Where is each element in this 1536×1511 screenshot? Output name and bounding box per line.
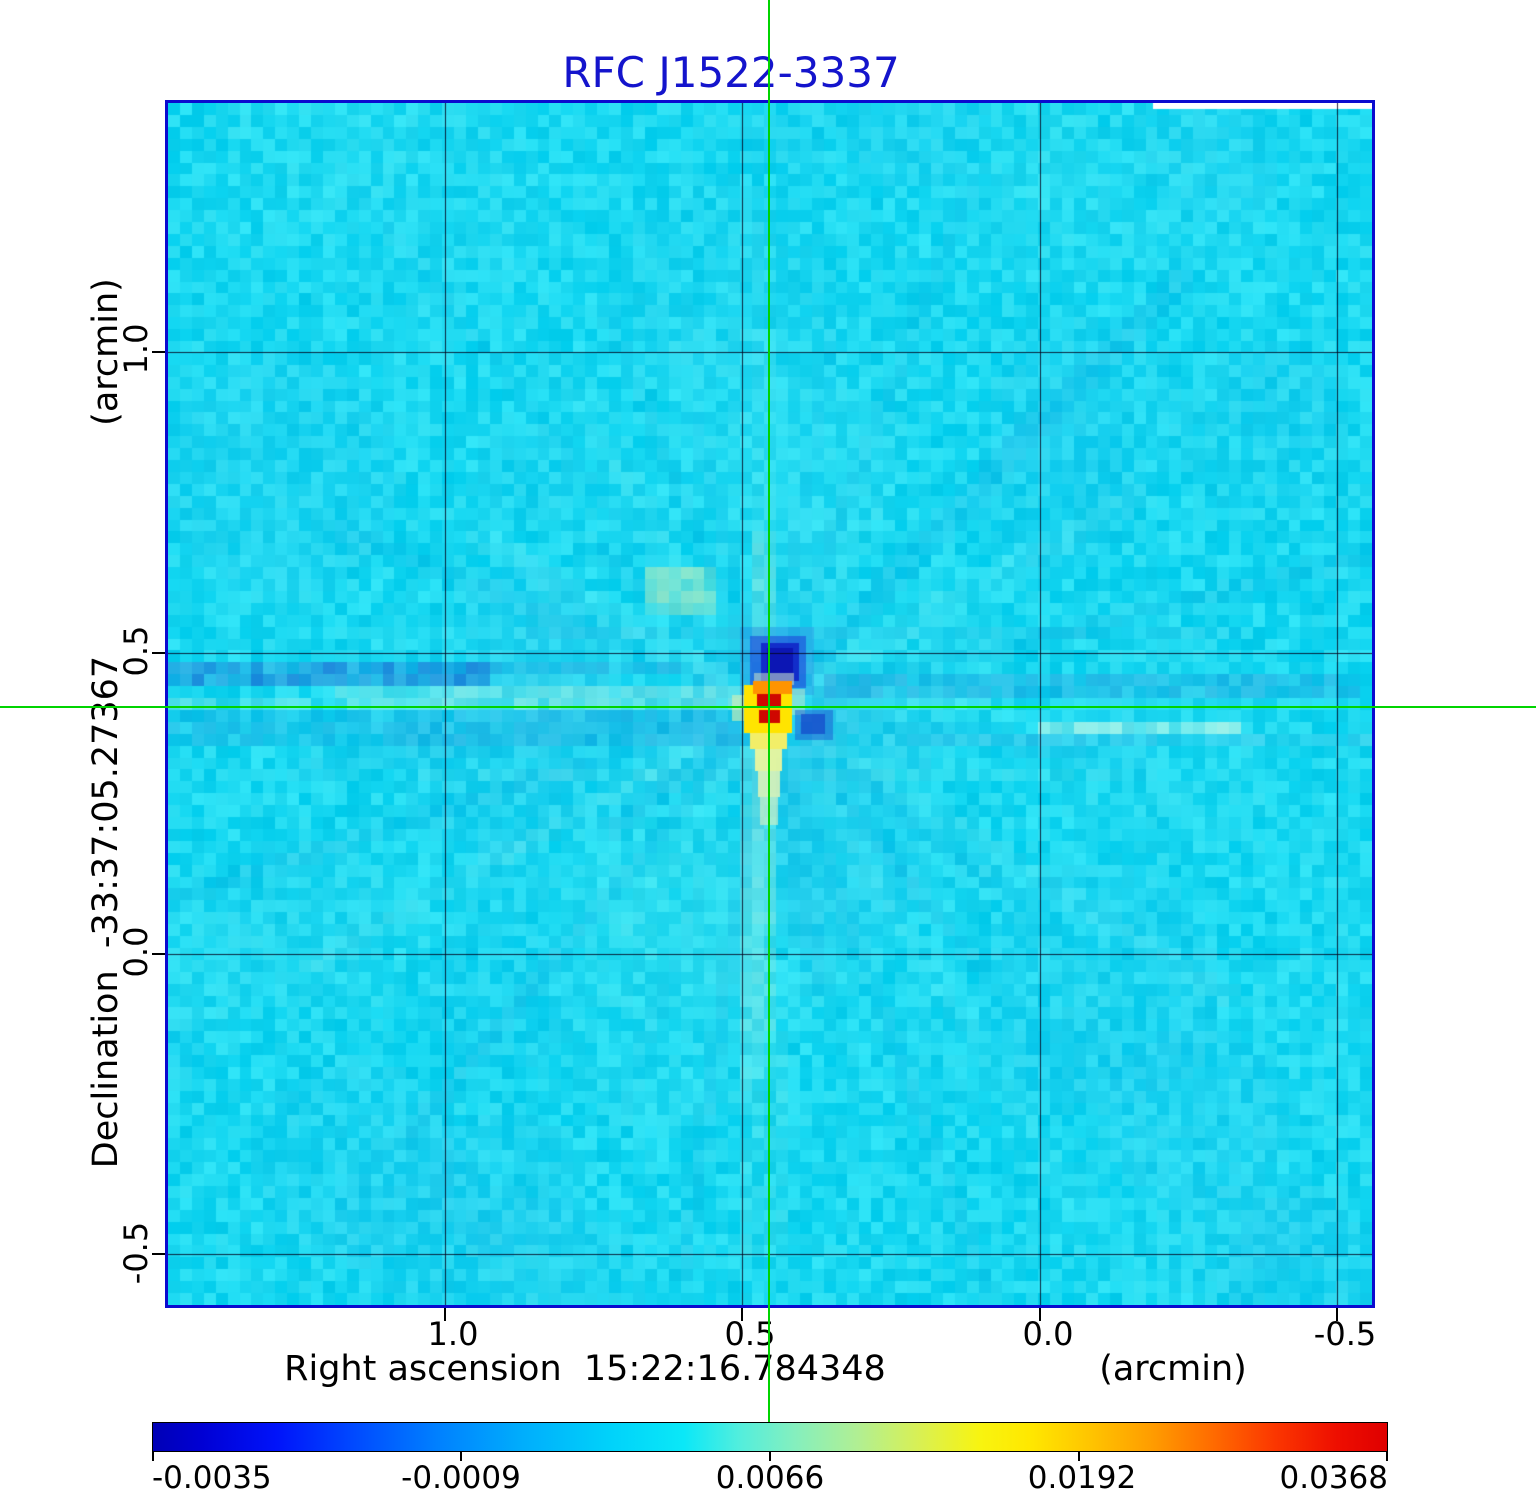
x-tick-label: -0.5: [1313, 1315, 1377, 1353]
colorbar-tick-label: 0.0192: [1027, 1460, 1137, 1496]
y-axis-label: Declination -33:37:05.27367: [86, 655, 126, 1169]
colorbar-tick-mark: [1386, 1452, 1388, 1461]
colorbar-tick-label: -0.0035: [152, 1460, 272, 1496]
x-axis-label: Right ascension 15:22:16.784348: [284, 1349, 886, 1389]
x-axis-unit: (arcmin): [1099, 1349, 1247, 1389]
y-tick-label: -0.5: [117, 1221, 155, 1285]
x-tick-label: 1.0: [427, 1315, 479, 1353]
x-tick-mark: [1039, 1308, 1041, 1321]
y-tick-mark: [152, 351, 165, 353]
page-title: RFC J1522-3337: [562, 48, 900, 97]
colorbar-gradient: [152, 1422, 1388, 1452]
x-tick-mark: [444, 1308, 446, 1321]
crosshair-vertical-line: [768, 0, 770, 1422]
x-tick-label: 0.0: [1022, 1315, 1074, 1353]
plot-frame: [165, 100, 1375, 1308]
y-tick-mark: [152, 1253, 165, 1255]
colorbar-tick-mark: [152, 1452, 154, 1461]
sky-map-canvas: [168, 103, 1372, 1305]
colorbar-tick-mark: [460, 1452, 462, 1461]
colorbar-tick-mark: [769, 1452, 771, 1461]
x-tick-mark: [1336, 1308, 1338, 1321]
crosshair-horizontal-line: [0, 706, 1536, 708]
y-tick-mark: [152, 652, 165, 654]
colorbar-tick-label: 0.0066: [715, 1460, 825, 1496]
y-tick-mark: [152, 953, 165, 955]
colorbar-tick-label: 0.0368: [1279, 1460, 1388, 1496]
colorbar-tick-label: -0.0009: [401, 1460, 521, 1496]
y-axis-unit: (arcmin): [86, 278, 126, 426]
x-tick-label: 0.5: [724, 1315, 776, 1353]
colorbar-tick-mark: [1078, 1452, 1080, 1461]
x-tick-mark: [741, 1308, 743, 1321]
